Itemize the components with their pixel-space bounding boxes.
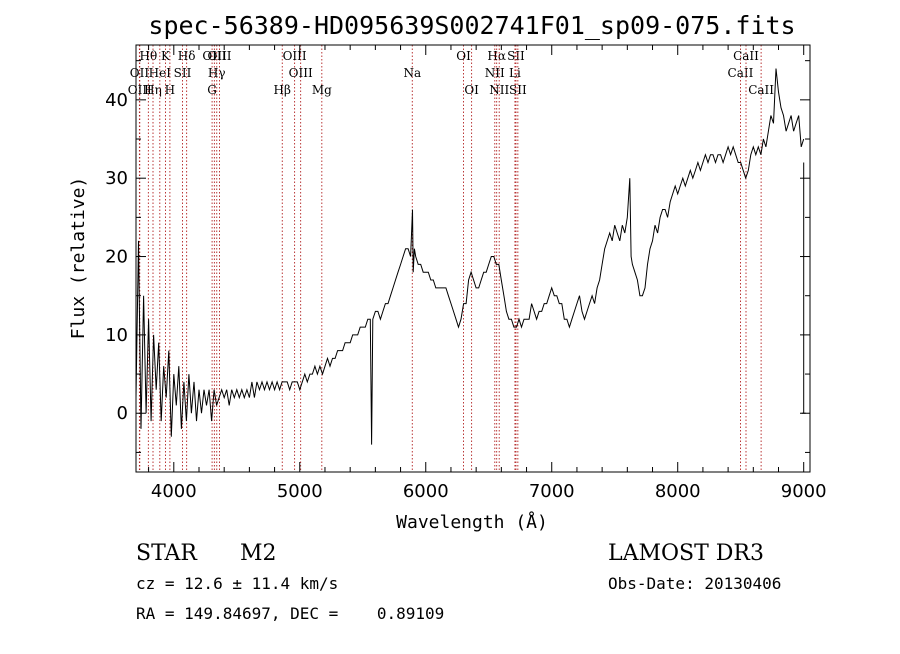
line-marker-label-17: Na (403, 66, 421, 80)
y-tick-label-4: 40 (105, 90, 128, 111)
line-marker-label-22: NII (489, 83, 509, 97)
line-marker-label-9: OIII (202, 49, 226, 63)
line-marker-label-5: K (161, 49, 171, 63)
x-tick-label-2: 6000 (403, 481, 449, 502)
line-marker-label-18: OI (456, 49, 471, 63)
x-tick-label-5: 9000 (781, 481, 827, 502)
y-axis-label: Flux (relative) (68, 177, 89, 340)
coordinates: RA = 149.84697, DEC = 0.89109 (136, 604, 444, 623)
y-tick-label-1: 10 (105, 325, 128, 346)
y-tick-label-2: 20 (105, 247, 128, 268)
y-axis: 0 10 20 30 40 (105, 60, 810, 453)
line-marker-label-11: G (207, 83, 217, 97)
line-marker-label-21: NII (485, 66, 505, 80)
x-tick-label-1: 5000 (277, 481, 323, 502)
line-marker-label-13: Hβ (274, 83, 291, 97)
object-subclass: M2 (240, 541, 277, 566)
x-tick-label-0: 4000 (151, 481, 197, 502)
line-marker-label-8: Hδ (178, 49, 196, 63)
line-marker-label-24: Li (509, 66, 521, 80)
object-class: STAR (136, 541, 198, 566)
line-marker-label-0: Hθ (139, 49, 157, 63)
x-tick-label-3: 7000 (529, 481, 575, 502)
line-marker-label-23: SII (507, 49, 525, 63)
line-marker-label-20: Hα (487, 49, 506, 63)
line-marker-label-26: CaII (728, 66, 754, 80)
line-marker-label-15: OIII (289, 66, 313, 80)
line-marker-label-2: OIII (128, 83, 152, 97)
redshift-text: cz = 12.6 ± 11.4 km/s (136, 574, 338, 593)
line-marker-label-25: SII (509, 83, 527, 97)
line-marker-label-12: OIII (207, 49, 231, 63)
line-marker-label-16: Mg (312, 83, 332, 97)
chart-title: spec-56389-HD095639S002741F01_sp09-075.f… (148, 11, 795, 40)
survey-name: LAMOST DR3 (608, 541, 764, 566)
plot-frame (135, 44, 811, 473)
line-marker-label-14: OIII (283, 49, 307, 63)
y-tick-label-0: 0 (117, 403, 128, 424)
line-marker-label-7: SII (174, 66, 192, 80)
x-axis: 4000 5000 6000 7000 8000 9000 (148, 45, 827, 502)
x-tick-label-4: 8000 (655, 481, 701, 502)
y-tick-label-3: 30 (105, 168, 128, 189)
line-marker-label-27: CaII (733, 49, 759, 63)
line-marker-label-19: OI (464, 83, 479, 97)
line-marker-label-6: H (165, 83, 175, 97)
line-marker-label-3: Hη (144, 83, 162, 97)
line-marker-label-28: CaII (748, 83, 774, 97)
spectrum-series (135, 68, 806, 445)
line-marker-label-10: Hγ (208, 66, 226, 80)
x-axis-label: Wavelength (Å) (396, 511, 548, 533)
spectrum-line-0 (135, 68, 805, 445)
line-marker-label-4: HeI (149, 66, 172, 80)
obs-date: Obs-Date: 20130406 (608, 574, 781, 593)
